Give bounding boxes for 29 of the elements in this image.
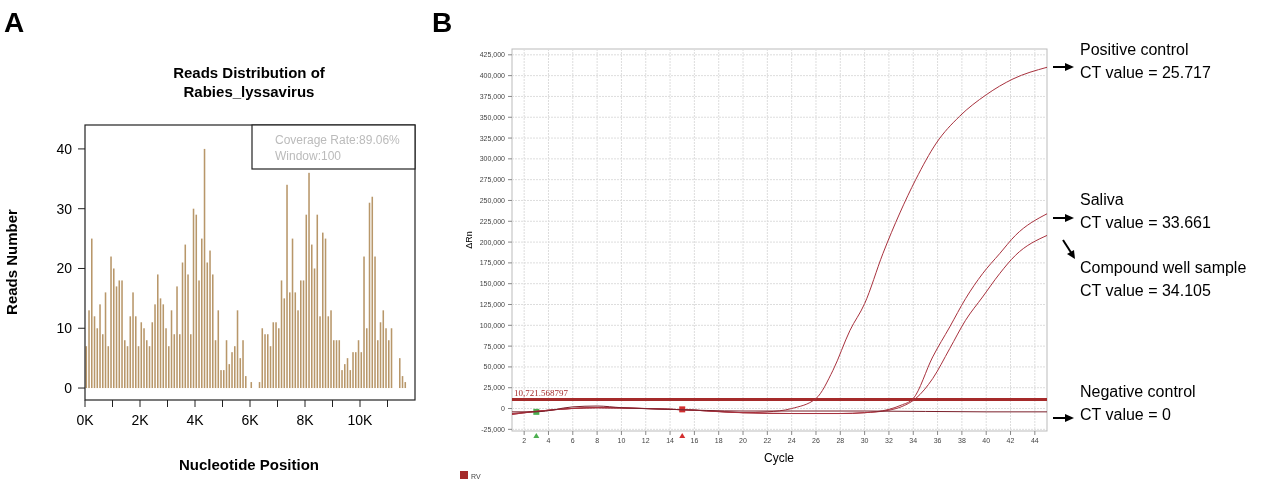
y-axis-title: Reads Number <box>3 208 20 315</box>
text: Positive control <box>1080 41 1189 58</box>
x-tick-label: 0K <box>76 412 95 428</box>
x-tick-label: 4K <box>186 412 205 428</box>
x-tick-label: 10K <box>347 412 374 428</box>
text: Saliva <box>1080 191 1124 208</box>
annotation: Coverage Rate:89.06% <box>275 133 401 147</box>
text: B <box>432 7 453 38</box>
x-axis-title: Nucleotide Position <box>178 456 320 473</box>
y-axis-title: ΔRn <box>464 231 474 249</box>
x-tick-label: 6K <box>241 412 260 428</box>
text: CT value = 34.105 <box>1080 282 1212 299</box>
y-tick-label: 0 <box>64 380 73 397</box>
y-tick-label: 10 <box>56 320 73 337</box>
y-tick-label: 20 <box>56 260 73 277</box>
text: CT value = 33.661 <box>1080 214 1212 231</box>
y-tick-label: 30 <box>56 200 73 217</box>
text: A <box>4 7 25 38</box>
x-axis-title: Cycle <box>763 451 795 465</box>
x-tick-label: 2K <box>131 412 150 428</box>
ref-line-label: 10,721.568797 <box>514 387 569 398</box>
text: CT value = 0 <box>1080 406 1171 423</box>
text: Negative control <box>1080 383 1196 400</box>
text: Compound well sample <box>1080 259 1247 276</box>
x-tick-label: 8K <box>296 412 315 428</box>
chart-title: Reads Distribution of Rabies_lyssavirus <box>173 64 326 100</box>
y-tick-label: 40 <box>56 140 73 157</box>
annotation: Window:100 <box>275 149 342 163</box>
text: CT value = 25.717 <box>1080 64 1212 81</box>
